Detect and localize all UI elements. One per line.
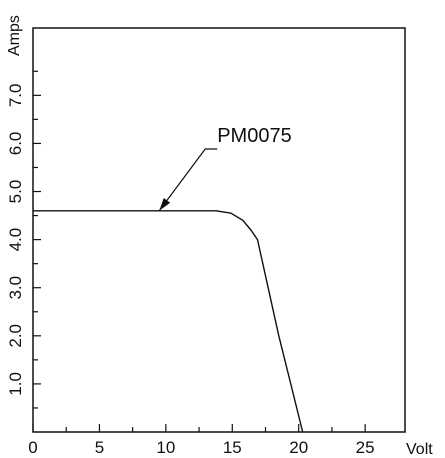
series-line bbox=[33, 210, 304, 433]
y-tick-label: 2.0 bbox=[6, 324, 25, 348]
x-tick-label: 10 bbox=[156, 438, 175, 457]
x-tick-label: 0 bbox=[28, 438, 37, 457]
y-axis-label: Amps bbox=[6, 15, 23, 56]
axes bbox=[32, 27, 406, 433]
y-tick-label: 1.0 bbox=[6, 372, 25, 396]
y-tick-label: 4.0 bbox=[6, 228, 25, 252]
annotation-leader bbox=[158, 148, 218, 212]
x-tick-label: 25 bbox=[356, 438, 375, 457]
annotation-label: PM0075 bbox=[217, 125, 292, 147]
series-layer bbox=[33, 210, 304, 433]
x-axis-label: Volt bbox=[406, 441, 433, 458]
plot-frame bbox=[32, 27, 406, 433]
annotation-arrowhead bbox=[159, 197, 171, 211]
y-tick-label: 3.0 bbox=[6, 276, 25, 300]
x-tick-label: 5 bbox=[95, 438, 104, 457]
x-tick-labels: 0 5 10 15 20 25 bbox=[28, 438, 374, 457]
y-tick-label: 5.0 bbox=[6, 180, 25, 204]
y-tick-label: 7.0 bbox=[6, 84, 25, 108]
y-tick-label: 6.0 bbox=[6, 132, 25, 156]
x-tick-label: 20 bbox=[289, 438, 308, 457]
annotation-layer: PM0075 bbox=[158, 125, 292, 212]
tick-marks bbox=[32, 70, 366, 432]
y-tick-labels: 1.0 2.0 3.0 4.0 5.0 6.0 7.0 bbox=[6, 84, 25, 396]
x-tick-label: 15 bbox=[223, 438, 242, 457]
